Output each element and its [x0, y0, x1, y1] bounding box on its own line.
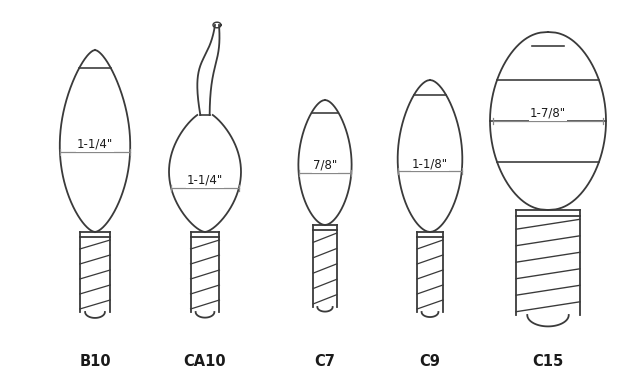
- Text: 1-7/8": 1-7/8": [530, 107, 566, 120]
- Text: C7: C7: [314, 355, 335, 369]
- Text: CA10: CA10: [184, 355, 226, 369]
- Text: 1-1/4": 1-1/4": [77, 138, 113, 151]
- Text: 7/8": 7/8": [313, 158, 337, 171]
- Text: 1-1/8": 1-1/8": [412, 157, 448, 170]
- Text: B10: B10: [79, 355, 111, 369]
- Text: 1-1/4": 1-1/4": [187, 174, 223, 187]
- Text: C15: C15: [532, 355, 564, 369]
- Text: C9: C9: [420, 355, 440, 369]
